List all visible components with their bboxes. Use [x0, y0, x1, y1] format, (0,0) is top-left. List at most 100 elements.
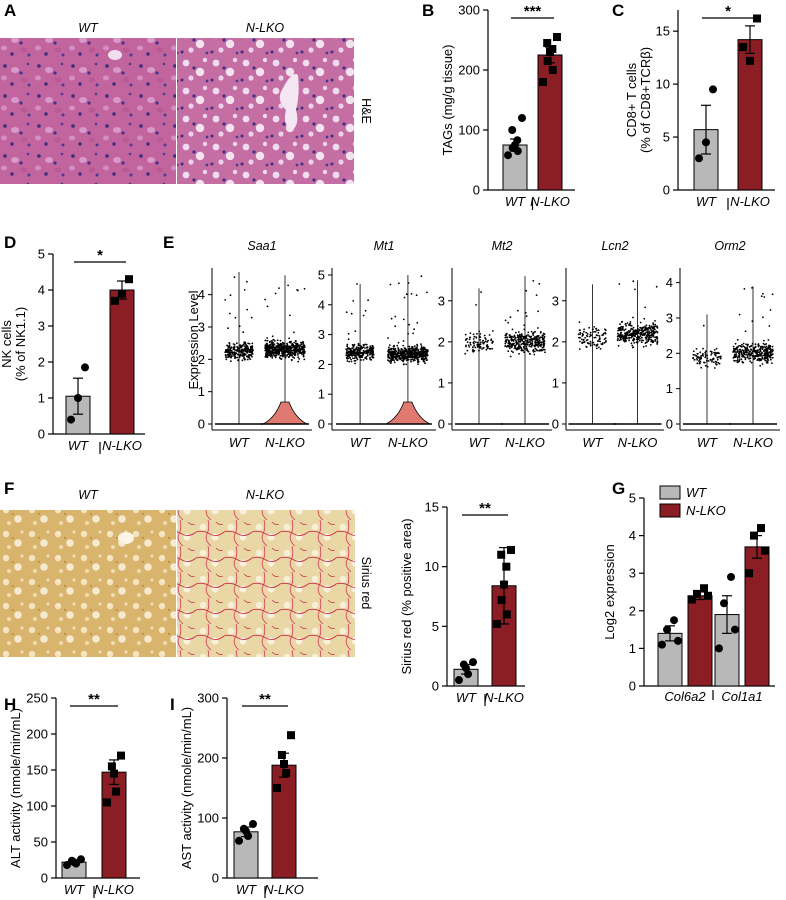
cell-point: [593, 336, 596, 339]
cell-point: [696, 357, 698, 360]
cell-point: [364, 351, 367, 353]
cell-point: [532, 334, 535, 336]
cell-point: [717, 356, 719, 359]
cell-point: [478, 330, 481, 333]
cell-point: [282, 341, 284, 344]
cell-point: [741, 349, 744, 351]
cell-point: [527, 331, 530, 334]
cell-point: [275, 355, 277, 357]
data-point-circle: [709, 85, 717, 94]
cell-point: [597, 334, 599, 337]
cell-point: [293, 352, 296, 355]
cell-point: [401, 352, 404, 355]
cell-point: [589, 333, 592, 336]
cell-point: [761, 356, 764, 359]
cell-point: [654, 340, 657, 342]
cell-point: [761, 355, 763, 357]
cell-point: [539, 349, 542, 352]
violin-panel-saa1: 0 1 2 3 4 Saa1 WT N-LKO: [198, 239, 312, 450]
cell-point: [699, 356, 702, 358]
cell-point: [414, 349, 417, 352]
cell-point: [413, 353, 416, 356]
cell-point: [426, 350, 429, 353]
cell-point: [367, 349, 370, 351]
cell-point: [528, 345, 531, 347]
cell-point: [632, 280, 635, 283]
cell-point: [771, 353, 774, 356]
cell-point: [738, 352, 741, 355]
cell-point: [765, 351, 767, 354]
cell-point: [482, 342, 484, 344]
cell-point: [693, 358, 696, 361]
cell-point: [747, 343, 749, 346]
cell-point: [426, 352, 428, 355]
cell-point: [276, 350, 278, 352]
cell-point: [518, 352, 520, 355]
cell-point: [506, 338, 509, 341]
cell-point: [512, 351, 514, 354]
cell-point: [705, 350, 707, 353]
cell-point: [235, 352, 238, 355]
data-point-square: [507, 545, 515, 554]
cell-point: [645, 345, 647, 347]
violin-panel-mt2: 0 1 2 3 Mt2 WT N-LKO: [438, 239, 552, 450]
significance-marker: *: [97, 247, 103, 264]
cell-point: [650, 338, 653, 341]
cell-point: [630, 342, 633, 345]
cell-point: [743, 288, 746, 290]
cell-point: [631, 332, 634, 335]
cell-point: [294, 348, 297, 350]
cell-point: [653, 331, 656, 333]
cell-point: [762, 316, 764, 319]
cell-point: [352, 300, 355, 302]
cell-point: [267, 354, 269, 357]
cell-point: [296, 289, 298, 291]
cell-point: [346, 355, 349, 357]
cell-point: [401, 348, 404, 351]
cell-point: [577, 333, 580, 336]
cell-point: [293, 357, 296, 359]
expression-level-label: Expression Level: [186, 290, 201, 389]
cell-point: [618, 283, 621, 285]
cell-point: [362, 359, 365, 361]
cell-point: [632, 326, 635, 329]
cell-point: [604, 340, 607, 342]
cell-point: [469, 336, 471, 339]
vessel-wt: [108, 50, 122, 60]
cell-point: [652, 322, 654, 324]
cell-point: [354, 355, 357, 358]
cell-point: [513, 342, 515, 345]
data-point-square: [539, 78, 547, 86]
cell-point: [516, 348, 518, 351]
cell-point: [394, 315, 397, 318]
cell-point: [541, 343, 543, 346]
cell-point: [579, 340, 581, 343]
cell-point: [272, 345, 275, 347]
data-point-square: [688, 595, 696, 604]
cell-point: [698, 360, 700, 362]
cell-point: [224, 354, 227, 356]
cell-point: [364, 343, 367, 346]
cell-point: [526, 343, 529, 346]
cell-point: [521, 339, 524, 342]
cell-point: [593, 343, 596, 346]
cell-point: [248, 342, 251, 345]
cell-point: [526, 341, 529, 343]
gene-title: Mt1: [374, 239, 395, 253]
panel-e: E Expression Level: [163, 233, 201, 390]
data-point-circle: [249, 820, 257, 828]
cell-point: [228, 355, 231, 358]
cell-point: [297, 356, 300, 359]
data-point-circle: [67, 415, 75, 424]
cell-point: [419, 355, 422, 358]
cell-point: [521, 335, 524, 338]
data-point-square: [543, 57, 552, 65]
cell-point: [769, 309, 772, 311]
data-point-circle: [504, 151, 512, 160]
cell-point: [525, 342, 528, 344]
data-point-square: [103, 798, 111, 807]
cell-point: [276, 339, 279, 342]
cell-point: [504, 345, 507, 347]
data-point-square: [110, 769, 118, 778]
cell-point: [702, 324, 705, 327]
